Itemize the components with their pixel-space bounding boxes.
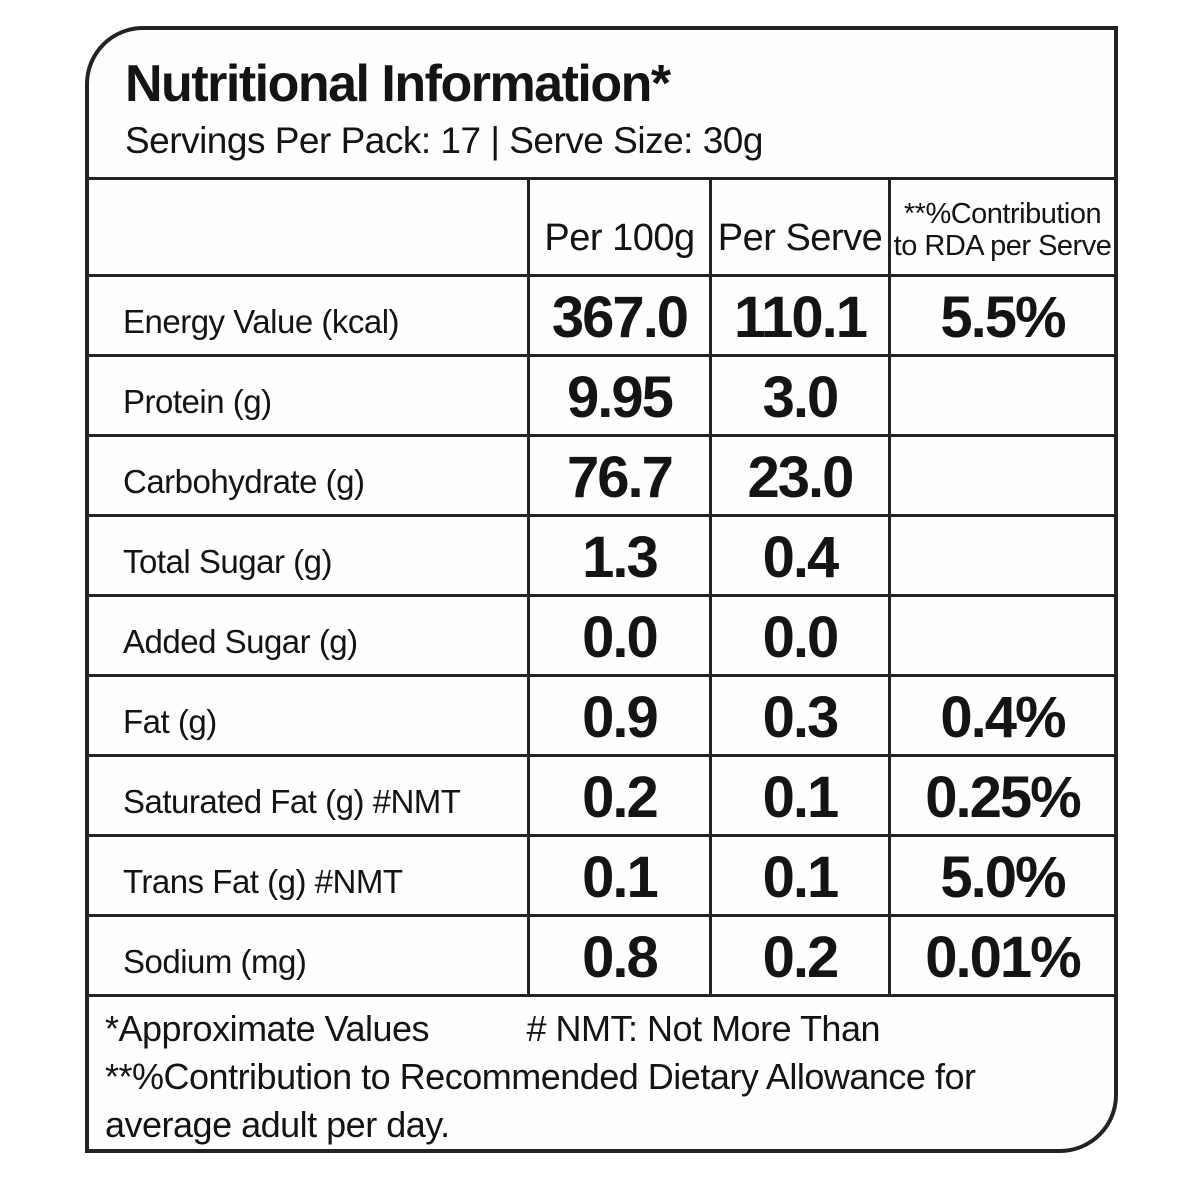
row-label-saturated-fat: Saturated Fat (g) #NMT bbox=[89, 754, 527, 834]
sodium-per-100g: 0.8 bbox=[527, 914, 709, 994]
row-label-fat: Fat (g) bbox=[89, 674, 527, 754]
column-header-per-serve: Per Serve bbox=[709, 180, 888, 274]
nutrition-table: Per 100g Per Serve **%Contribution to RD… bbox=[89, 177, 1114, 994]
label-servings-info: Servings Per Pack: 17 | Serve Size: 30g bbox=[125, 120, 763, 162]
trans-fat-per-serve: 0.1 bbox=[709, 834, 888, 914]
protein-rda-percent bbox=[888, 354, 1114, 434]
total-sugar-per-100g: 1.3 bbox=[527, 514, 709, 594]
row-label-total-sugar: Total Sugar (g) bbox=[89, 514, 527, 594]
label-title: Nutritional Information* bbox=[125, 55, 671, 113]
added-sugar-per-serve: 0.0 bbox=[709, 594, 888, 674]
column-header-per-100g: Per 100g bbox=[527, 180, 709, 274]
carbohydrate-per-100g: 76.7 bbox=[527, 434, 709, 514]
column-header-rda-line1: **%Contribution bbox=[903, 198, 1102, 230]
saturated-fat-per-100g: 0.2 bbox=[527, 754, 709, 834]
fat-per-100g: 0.9 bbox=[527, 674, 709, 754]
row-label-carbohydrate: Carbohydrate (g) bbox=[89, 434, 527, 514]
protein-per-100g: 9.95 bbox=[527, 354, 709, 434]
protein-per-serve: 3.0 bbox=[709, 354, 888, 434]
label-footnotes: *Approximate Values # NMT: Not More Than… bbox=[89, 994, 1114, 1149]
total-sugar-rda-percent bbox=[888, 514, 1114, 594]
sodium-rda-percent: 0.01% bbox=[888, 914, 1114, 994]
trans-fat-per-100g: 0.1 bbox=[527, 834, 709, 914]
footnote-line-1: *Approximate Values # NMT: Not More Than bbox=[105, 1005, 1094, 1053]
row-label-energy: Energy Value (kcal) bbox=[89, 274, 527, 354]
row-label-protein: Protein (g) bbox=[89, 354, 527, 434]
fat-per-serve: 0.3 bbox=[709, 674, 888, 754]
fat-rda-percent: 0.4% bbox=[888, 674, 1114, 754]
energy-per-100g: 367.0 bbox=[527, 274, 709, 354]
trans-fat-rda-percent: 5.0% bbox=[888, 834, 1114, 914]
column-header-rda: **%Contribution to RDA per Serve bbox=[888, 180, 1114, 274]
carbohydrate-per-serve: 23.0 bbox=[709, 434, 888, 514]
column-header-rda-line2: to RDA per Serve bbox=[893, 230, 1112, 262]
energy-per-serve: 110.1 bbox=[709, 274, 888, 354]
footnote-rda-definition: **%Contribution to Recommended Dietary A… bbox=[105, 1056, 976, 1145]
row-label-trans-fat: Trans Fat (g) #NMT bbox=[89, 834, 527, 914]
row-label-sodium: Sodium (mg) bbox=[89, 914, 527, 994]
added-sugar-rda-percent bbox=[888, 594, 1114, 674]
total-sugar-per-serve: 0.4 bbox=[709, 514, 888, 594]
footnote-approximate-values: *Approximate Values bbox=[105, 1008, 430, 1049]
added-sugar-per-100g: 0.0 bbox=[527, 594, 709, 674]
column-header-blank bbox=[89, 180, 527, 274]
saturated-fat-rda-percent: 0.25% bbox=[888, 754, 1114, 834]
carbohydrate-rda-percent bbox=[888, 434, 1114, 514]
energy-rda-percent: 5.5% bbox=[888, 274, 1114, 354]
row-label-added-sugar: Added Sugar (g) bbox=[89, 594, 527, 674]
sodium-per-serve: 0.2 bbox=[709, 914, 888, 994]
footnote-nmt-definition: # NMT: Not More Than bbox=[526, 1008, 881, 1049]
saturated-fat-per-serve: 0.1 bbox=[709, 754, 888, 834]
nutrition-label: Nutritional Information* Servings Per Pa… bbox=[85, 26, 1118, 1153]
label-header: Nutritional Information* Servings Per Pa… bbox=[89, 30, 1114, 177]
